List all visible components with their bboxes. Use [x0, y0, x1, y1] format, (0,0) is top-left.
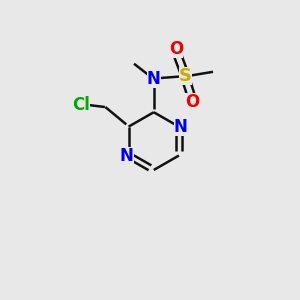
Text: N: N — [174, 118, 188, 136]
Text: O: O — [169, 40, 183, 58]
Text: N: N — [147, 70, 161, 88]
Text: S: S — [178, 68, 192, 85]
Text: Cl: Cl — [72, 96, 90, 114]
Text: O: O — [185, 93, 199, 111]
Text: N: N — [120, 146, 134, 164]
